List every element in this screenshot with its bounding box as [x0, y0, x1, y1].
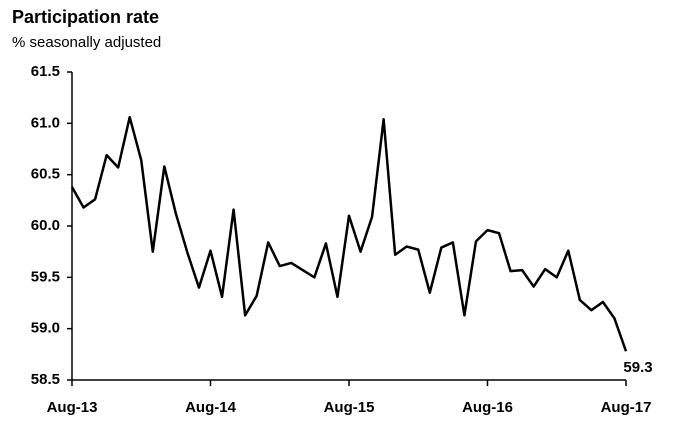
- y-tick-label: 61.0: [31, 114, 60, 131]
- x-tick-label: Aug-15: [324, 399, 375, 416]
- y-tick-label: 60.0: [31, 217, 60, 234]
- y-tick-label: 61.5: [31, 63, 60, 80]
- x-tick-label: Aug-14: [185, 399, 236, 416]
- y-tick-label: 59.5: [31, 268, 60, 285]
- x-tick-label: Aug-17: [601, 399, 652, 416]
- y-tick-label: 60.5: [31, 166, 60, 183]
- annotation: 59.3: [623, 359, 652, 376]
- data-line: [70, 115, 628, 352]
- y-tick-label: 58.5: [31, 371, 60, 388]
- x-tick-label: Aug-13: [47, 399, 98, 416]
- chart-subtitle: % seasonally adjusted: [12, 34, 161, 51]
- chart-title: Participation rate: [12, 7, 159, 27]
- y-tick-label: 59.0: [31, 320, 60, 337]
- x-tick-label: Aug-16: [462, 399, 513, 416]
